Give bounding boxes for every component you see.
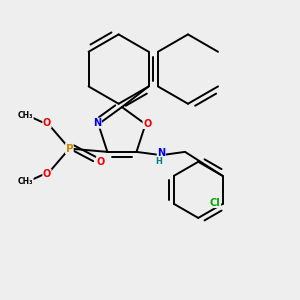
Text: N: N [93,118,101,128]
Text: Cl: Cl [210,198,221,208]
Text: O: O [143,118,151,128]
Text: P: P [66,144,73,154]
Text: N: N [157,148,165,158]
Text: O: O [43,118,51,128]
Text: CH₃: CH₃ [18,111,33,120]
Text: O: O [43,169,51,179]
Text: O: O [96,157,105,167]
Text: H: H [155,157,162,166]
Text: CH₃: CH₃ [18,177,33,186]
